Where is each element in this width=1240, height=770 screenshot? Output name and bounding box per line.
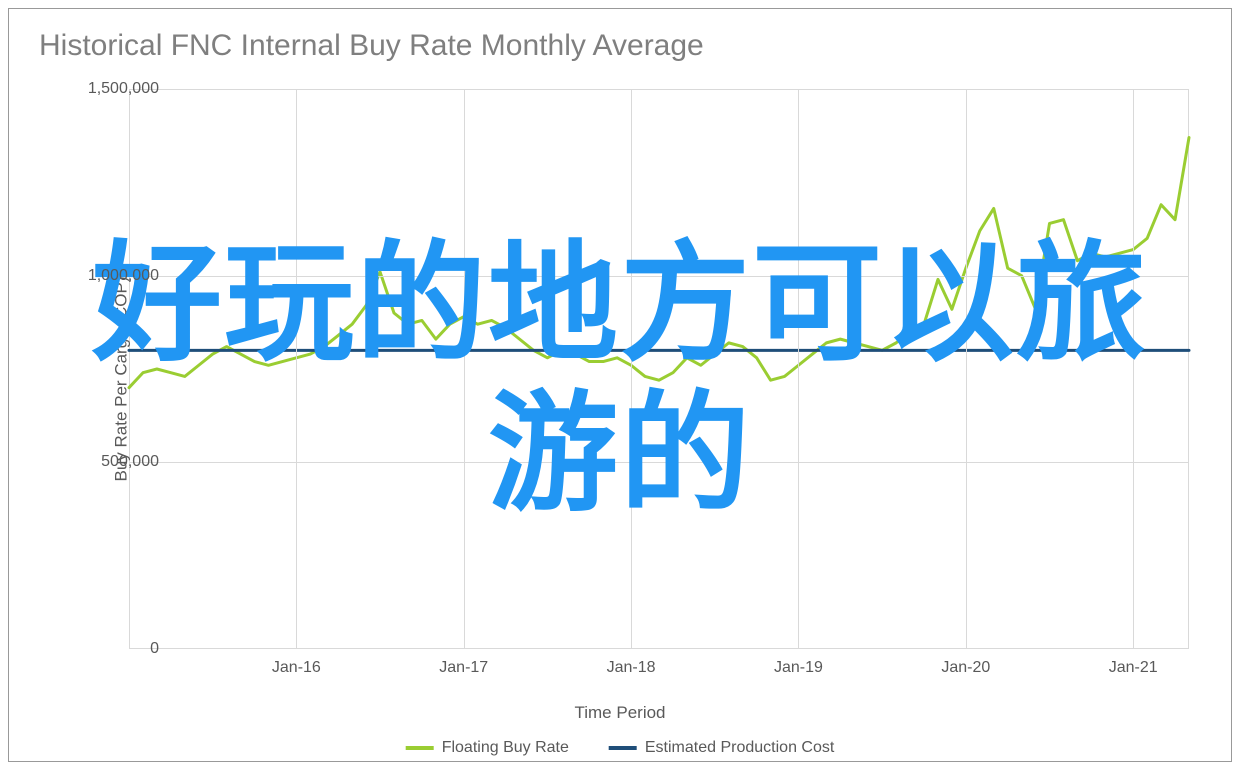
legend-label-1: Estimated Production Cost (645, 739, 834, 757)
chart-container: Historical FNC Internal Buy Rate Monthly… (8, 8, 1232, 762)
xtick-label: Jan-18 (607, 659, 656, 677)
xtick-label: Jan-21 (1109, 659, 1158, 677)
legend-item-1: Estimated Production Cost (609, 739, 834, 757)
xtick-label: Jan-19 (774, 659, 823, 677)
overlay-line2: 游的 (488, 380, 752, 526)
legend-item-0: Floating Buy Rate (406, 739, 569, 757)
ytick-label: 1,500,000 (59, 80, 159, 98)
x-axis-label: Time Period (574, 703, 665, 723)
ytick-label: 500,000 (59, 453, 159, 471)
ytick-label: 1,000,000 (59, 267, 159, 285)
xtick-label: Jan-20 (941, 659, 990, 677)
xtick-label: Jan-16 (272, 659, 321, 677)
legend-swatch-0 (406, 746, 434, 750)
legend-swatch-1 (609, 746, 637, 750)
overlay-text: 好玩的地方可以旅 游的 (92, 230, 1148, 529)
legend-label-0: Floating Buy Rate (442, 739, 569, 757)
chart-title: Historical FNC Internal Buy Rate Monthly… (39, 29, 704, 63)
ytick-label: 0 (59, 640, 159, 658)
xtick-label: Jan-17 (439, 659, 488, 677)
legend: Floating Buy Rate Estimated Production C… (406, 739, 835, 757)
overlay-line1: 好玩的地方可以旅 (92, 231, 1148, 377)
